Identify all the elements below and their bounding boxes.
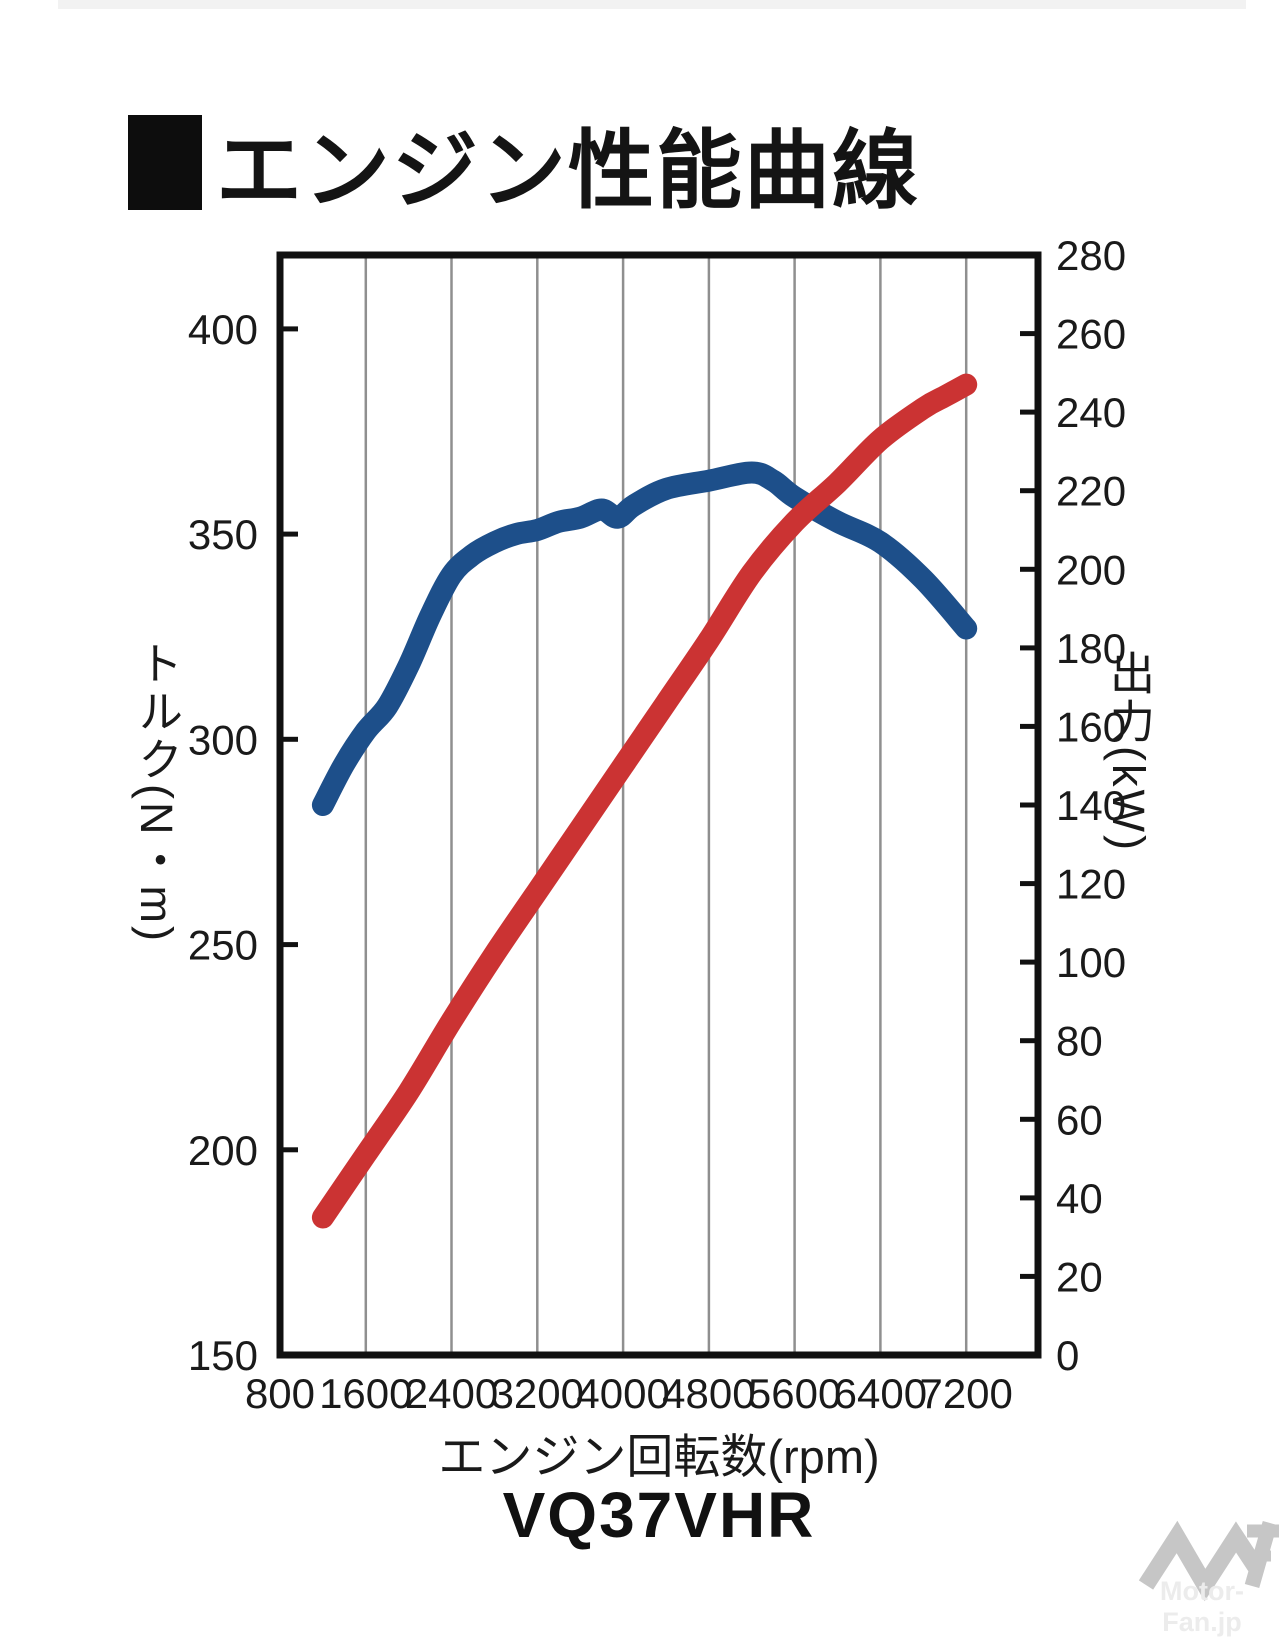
svg-text:180: 180 xyxy=(1056,625,1126,672)
motor-fan-logo-icon xyxy=(1138,1520,1279,1602)
svg-text:6400: 6400 xyxy=(834,1370,927,1417)
watermark-text: Motor-Fan.jp xyxy=(1160,1576,1244,1637)
svg-text:160: 160 xyxy=(1056,703,1126,750)
svg-text:80: 80 xyxy=(1056,1018,1103,1065)
svg-text:4800: 4800 xyxy=(662,1370,755,1417)
svg-text:220: 220 xyxy=(1056,468,1126,515)
svg-text:260: 260 xyxy=(1056,311,1126,358)
svg-text:20: 20 xyxy=(1056,1253,1103,1300)
svg-text:4000: 4000 xyxy=(576,1370,669,1417)
top-edge-artifact xyxy=(58,0,1246,9)
svg-text:200: 200 xyxy=(188,1127,258,1174)
power-curve xyxy=(311,373,978,1229)
svg-text:350: 350 xyxy=(188,511,258,558)
svg-text:40: 40 xyxy=(1056,1175,1103,1222)
plot-border xyxy=(276,251,1042,1359)
page-title: エンジン性能曲線 xyxy=(216,123,920,219)
svg-text:300: 300 xyxy=(188,716,258,763)
torque-axis-title: トルク(N・m) xyxy=(131,640,182,944)
power-axis-title: 出力(kW) xyxy=(1103,650,1154,853)
axis-tick-labels: 800 1600240032004000480056006400720015020… xyxy=(188,232,1126,1417)
svg-text:200: 200 xyxy=(1056,546,1126,593)
svg-text:400: 400 xyxy=(188,306,258,353)
svg-text:0: 0 xyxy=(1056,1332,1079,1379)
svg-text:140: 140 xyxy=(1056,782,1126,829)
svg-text:7200: 7200 xyxy=(919,1370,1012,1417)
axis-ticks xyxy=(282,326,1036,1279)
svg-text:100: 100 xyxy=(1056,939,1126,986)
svg-text:5600: 5600 xyxy=(748,1370,841,1417)
svg-text:280: 280 xyxy=(1056,232,1126,279)
svg-text:2400: 2400 xyxy=(405,1370,498,1417)
svg-text:120: 120 xyxy=(1056,861,1126,908)
svg-text:800: 800 xyxy=(245,1370,315,1417)
torque-curve xyxy=(311,461,978,816)
title-square-marker xyxy=(128,115,202,210)
svg-text:250: 250 xyxy=(188,922,258,969)
svg-text:240: 240 xyxy=(1056,389,1126,436)
svg-text:60: 60 xyxy=(1056,1096,1103,1143)
svg-text:3200: 3200 xyxy=(491,1370,584,1417)
gridlines xyxy=(364,255,968,1355)
engine-name-label: VQ37VHR xyxy=(502,1479,816,1551)
rpm-axis-title: エンジン回転数(rpm) xyxy=(438,1430,880,1483)
performance-curves xyxy=(311,373,978,1229)
svg-text:150: 150 xyxy=(188,1332,258,1379)
svg-text:1600: 1600 xyxy=(319,1370,412,1417)
page-title-row: エンジン性能曲線 xyxy=(128,100,920,225)
